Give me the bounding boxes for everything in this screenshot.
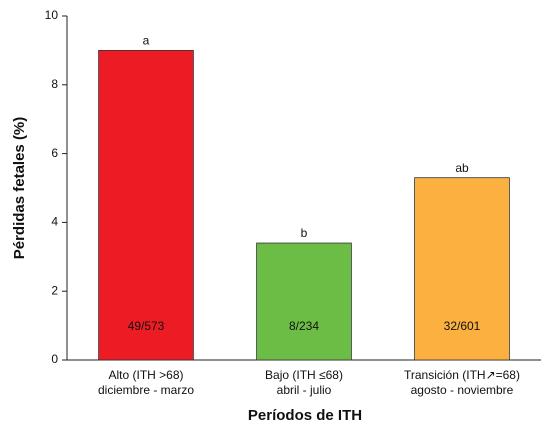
count-label: 49/573: [128, 319, 165, 333]
y-tick-label: 0: [51, 352, 58, 366]
significance-letter: b: [301, 226, 308, 240]
bar: [98, 50, 194, 361]
x-tick-label: Transición (ITH↗=68): [404, 368, 520, 382]
count-label: 8/234: [289, 319, 319, 333]
y-tick-label: 6: [51, 146, 58, 160]
x-tick-label: Alto (ITH >68): [108, 368, 183, 382]
x-tick-label: diciembre - marzo: [98, 383, 194, 397]
significance-letter: a: [143, 34, 150, 48]
y-tick-label: 10: [45, 8, 59, 22]
x-tick-label: agosto - noviembre: [411, 383, 514, 397]
x-tick-label: Bajo (ITH ≤68): [265, 368, 343, 382]
x-tick-label: abril - julio: [277, 383, 332, 397]
y-tick-label: 8: [51, 77, 58, 91]
y-tick-label: 4: [51, 215, 58, 229]
bar: [414, 177, 510, 361]
significance-letter: ab: [455, 161, 469, 175]
bar: [256, 242, 352, 361]
y-axis-label: Pérdidas fetales (%): [11, 117, 28, 260]
x-axis-label: Períodos de ITH: [248, 407, 362, 424]
y-tick-label: 2: [51, 283, 58, 297]
count-label: 32/601: [444, 319, 481, 333]
